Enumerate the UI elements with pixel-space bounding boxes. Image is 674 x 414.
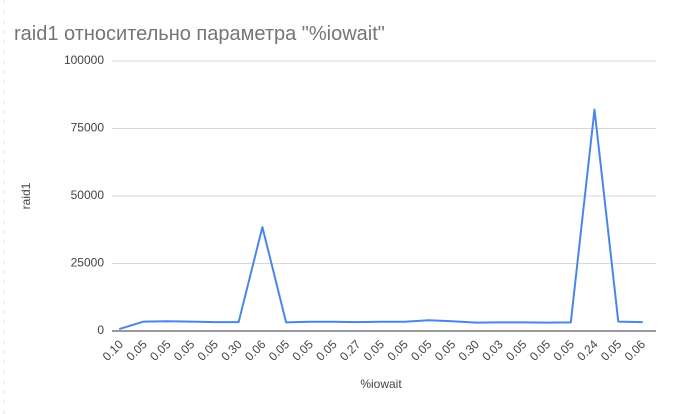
x-tick-label: 0.06 <box>622 337 649 364</box>
chart-title: raid1 относительно параметра "%iowait" <box>14 23 385 45</box>
x-axis-label: %iowait <box>360 377 402 391</box>
x-tick-label: 0.27 <box>337 337 364 364</box>
x-tick-label: 0.30 <box>218 337 245 364</box>
x-tick-label: 0.06 <box>242 337 269 364</box>
y-axis-ticks: 0 25000 50000 75000 100000 <box>64 53 104 337</box>
x-tick-label: 0.05 <box>147 337 174 364</box>
x-axis-ticks: 0.100.050.050.050.050.300.060.050.050.05… <box>100 337 649 364</box>
x-tick-label: 0.05 <box>527 337 554 364</box>
x-tick-label: 0.05 <box>503 337 530 364</box>
x-tick-label: 0.05 <box>598 337 625 364</box>
series-line-raid1 <box>119 108 643 330</box>
x-tick-label: 0.05 <box>384 337 411 364</box>
y-tick-label: 0 <box>97 323 104 337</box>
x-tick-label: 0.05 <box>123 337 150 364</box>
x-tick-label: 0.05 <box>266 337 293 364</box>
x-tick-label: 0.05 <box>313 337 340 364</box>
y-tick-label: 50000 <box>71 188 105 202</box>
y-tick-label: 75000 <box>71 121 105 135</box>
x-tick-label: 0.10 <box>100 337 127 364</box>
x-tick-label: 0.05 <box>551 337 578 364</box>
x-tick-label: 0.30 <box>456 337 483 364</box>
series-layer <box>119 108 643 330</box>
x-tick-label: 0.05 <box>171 337 198 364</box>
x-tick-label: 0.05 <box>361 337 388 364</box>
y-axis-label: raid1 <box>19 182 33 209</box>
y-tick-label: 25000 <box>71 256 105 270</box>
x-tick-label: 0.05 <box>290 337 317 364</box>
x-tick-label: 0.05 <box>408 337 435 364</box>
x-tick-label: 0.03 <box>479 337 506 364</box>
x-tick-label: 0.05 <box>432 337 459 364</box>
y-tick-label: 100000 <box>64 53 104 67</box>
x-tick-label: 0.24 <box>574 337 601 364</box>
gridlines <box>112 60 656 332</box>
x-tick-label: 0.05 <box>195 337 222 364</box>
